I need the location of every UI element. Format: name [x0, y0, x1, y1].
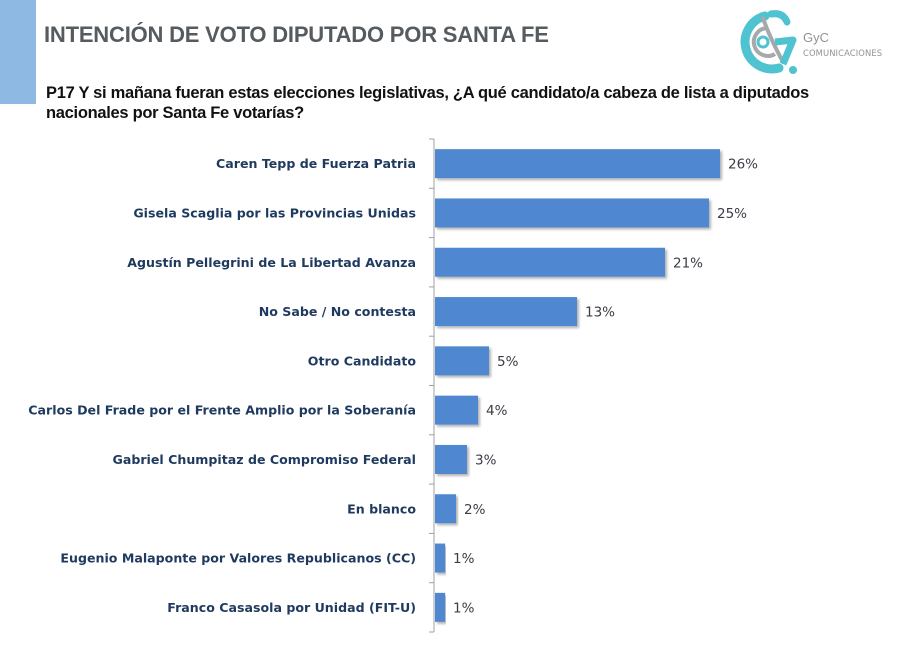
bar [435, 444, 467, 474]
value-label: 25% [717, 206, 747, 222]
bar [435, 247, 665, 277]
value-label: 1% [453, 551, 475, 567]
category-label: En blanco [347, 501, 416, 516]
value-label: 26% [728, 157, 758, 173]
bar [435, 297, 577, 327]
bar [435, 149, 720, 179]
value-label: 2% [464, 502, 486, 518]
gyc-logo-icon [740, 10, 797, 74]
category-label: Otro Candidato [308, 353, 417, 368]
bars [435, 149, 720, 622]
value-label: 5% [497, 354, 519, 370]
category-label: No Sabe / No contesta [259, 304, 416, 319]
category-label: Caren Tepp de Fuerza Patria [216, 156, 416, 171]
value-label: 4% [486, 403, 508, 419]
value-label: 1% [453, 600, 475, 616]
value-label: 21% [673, 255, 703, 271]
value-label: 3% [475, 452, 497, 468]
category-label: Gisela Scaglia por las Provincias Unidas [133, 205, 416, 220]
bar [435, 198, 709, 228]
category-label: Franco Casasola por Unidad (FIT-U) [167, 600, 416, 615]
gyc-logo: GyC COMUNICACIONES [735, 6, 895, 80]
page-title: INTENCIÓN DE VOTO DIPUTADO POR SANTA FE [44, 22, 549, 47]
category-label: Gabriel Chumpitaz de Compromiso Federal [112, 452, 416, 467]
question-text: P17 Y si mañana fueran estas elecciones … [46, 84, 809, 122]
bar [435, 395, 478, 425]
category-labels: Caren Tepp de Fuerza Patria Gisela Scagli… [28, 156, 416, 615]
header-accent-block [0, 0, 36, 104]
logo-subtitle: COMUNICACIONES [803, 48, 883, 58]
category-label: Agustín Pellegrini de La Libertad Avanza [127, 255, 416, 270]
bar [435, 543, 445, 573]
category-label: Carlos Del Frade por el Frente Amplio po… [28, 403, 416, 418]
y-axis [429, 138, 435, 633]
value-label: 13% [585, 305, 615, 321]
category-label: Eugenio Malaponte por Valores Republican… [60, 551, 416, 566]
bar [435, 494, 456, 524]
bar [435, 592, 445, 622]
value-labels: 26% 25% 21% 13% 5% 4% 3% 2% 1% 1% [453, 157, 758, 617]
bar [435, 346, 489, 376]
logo-name: GyC [803, 30, 829, 45]
